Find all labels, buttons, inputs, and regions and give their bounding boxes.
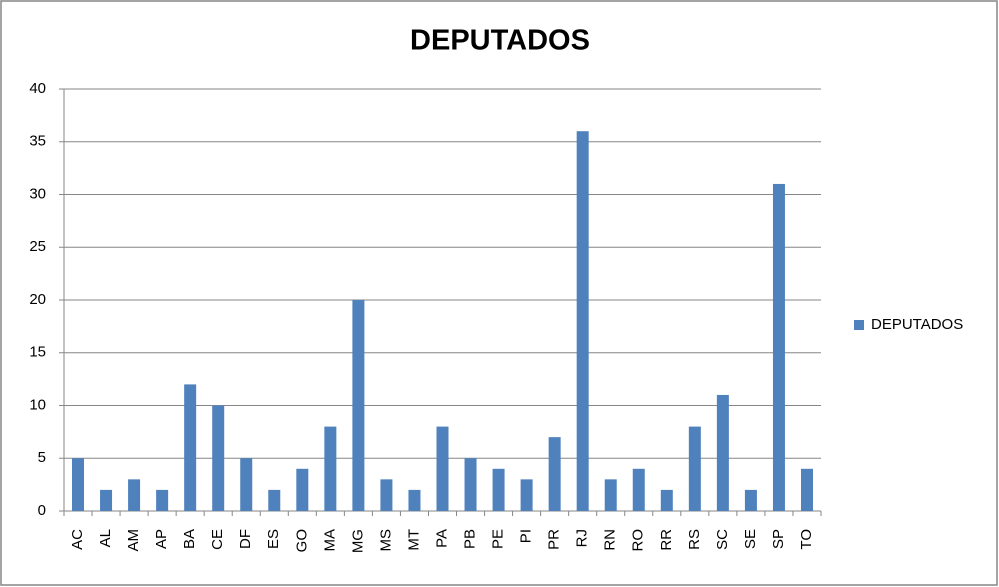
bar: [492, 468, 505, 511]
x-tick-label: GO: [293, 529, 310, 552]
bar: [72, 458, 85, 511]
x-tick-label: DF: [237, 529, 254, 549]
y-tick-label: 20: [29, 291, 46, 308]
bar: [100, 489, 113, 511]
x-tick-label: AM: [125, 529, 142, 552]
bar: [436, 426, 449, 511]
x-tick-label: MG: [349, 529, 366, 553]
y-tick-label: 25: [29, 238, 46, 255]
x-tick-label: RO: [630, 529, 647, 552]
x-tick-label: RN: [602, 529, 619, 551]
x-tick-label: MT: [405, 529, 422, 551]
y-tick-label: 35: [29, 133, 46, 150]
x-tick-label: AP: [153, 529, 170, 549]
bar: [156, 489, 169, 511]
bar: [688, 426, 701, 511]
bar: [464, 458, 477, 511]
y-tick-label: 0: [38, 502, 46, 519]
legend-swatch: [854, 320, 864, 330]
bar: [632, 468, 645, 511]
x-tick-label: MA: [321, 529, 338, 552]
bar: [296, 468, 309, 511]
x-tick-label: CE: [209, 529, 226, 550]
bar: [604, 479, 617, 511]
bar: [520, 479, 533, 511]
bar: [380, 479, 393, 511]
bar: [408, 489, 421, 511]
y-tick-label: 10: [29, 396, 46, 413]
x-tick-label: SC: [714, 529, 731, 550]
x-tick-label: ES: [265, 529, 282, 549]
x-tick-label: TO: [798, 529, 815, 550]
bar: [184, 384, 197, 511]
x-tick-label: SP: [770, 529, 787, 549]
bar: [352, 300, 365, 511]
x-tick-label: AL: [97, 529, 114, 547]
x-tick-label: AC: [69, 529, 86, 550]
x-tick-label: MS: [377, 529, 394, 552]
legend-label: DEPUTADOS: [871, 316, 963, 333]
bar: [324, 426, 337, 511]
bar: [212, 405, 225, 511]
bar: [576, 131, 589, 511]
bar: [660, 489, 673, 511]
y-tick-label: 40: [29, 80, 46, 97]
bar: [716, 394, 729, 511]
y-tick-label: 30: [29, 185, 46, 202]
bar: [800, 468, 813, 511]
y-tick-label: 15: [29, 344, 46, 361]
x-tick-label: BA: [181, 529, 198, 549]
x-tick-label: PI: [518, 529, 535, 543]
x-tick-label: RR: [658, 529, 675, 551]
x-tick-label: PE: [490, 529, 507, 549]
bar: [772, 183, 785, 511]
bar: [240, 458, 253, 511]
y-tick-label: 5: [38, 449, 46, 466]
bar: [268, 489, 281, 511]
chart-title: DEPUTADOS: [410, 25, 590, 57]
x-tick-label: PR: [546, 529, 563, 550]
x-tick-label: PB: [462, 529, 479, 549]
bar: [548, 437, 561, 511]
x-tick-label: PA: [433, 529, 450, 548]
bar: [128, 479, 141, 511]
bar: [744, 489, 757, 511]
x-tick-label: RS: [686, 529, 703, 550]
x-tick-label: SE: [742, 529, 759, 549]
x-tick-label: RJ: [574, 529, 591, 547]
